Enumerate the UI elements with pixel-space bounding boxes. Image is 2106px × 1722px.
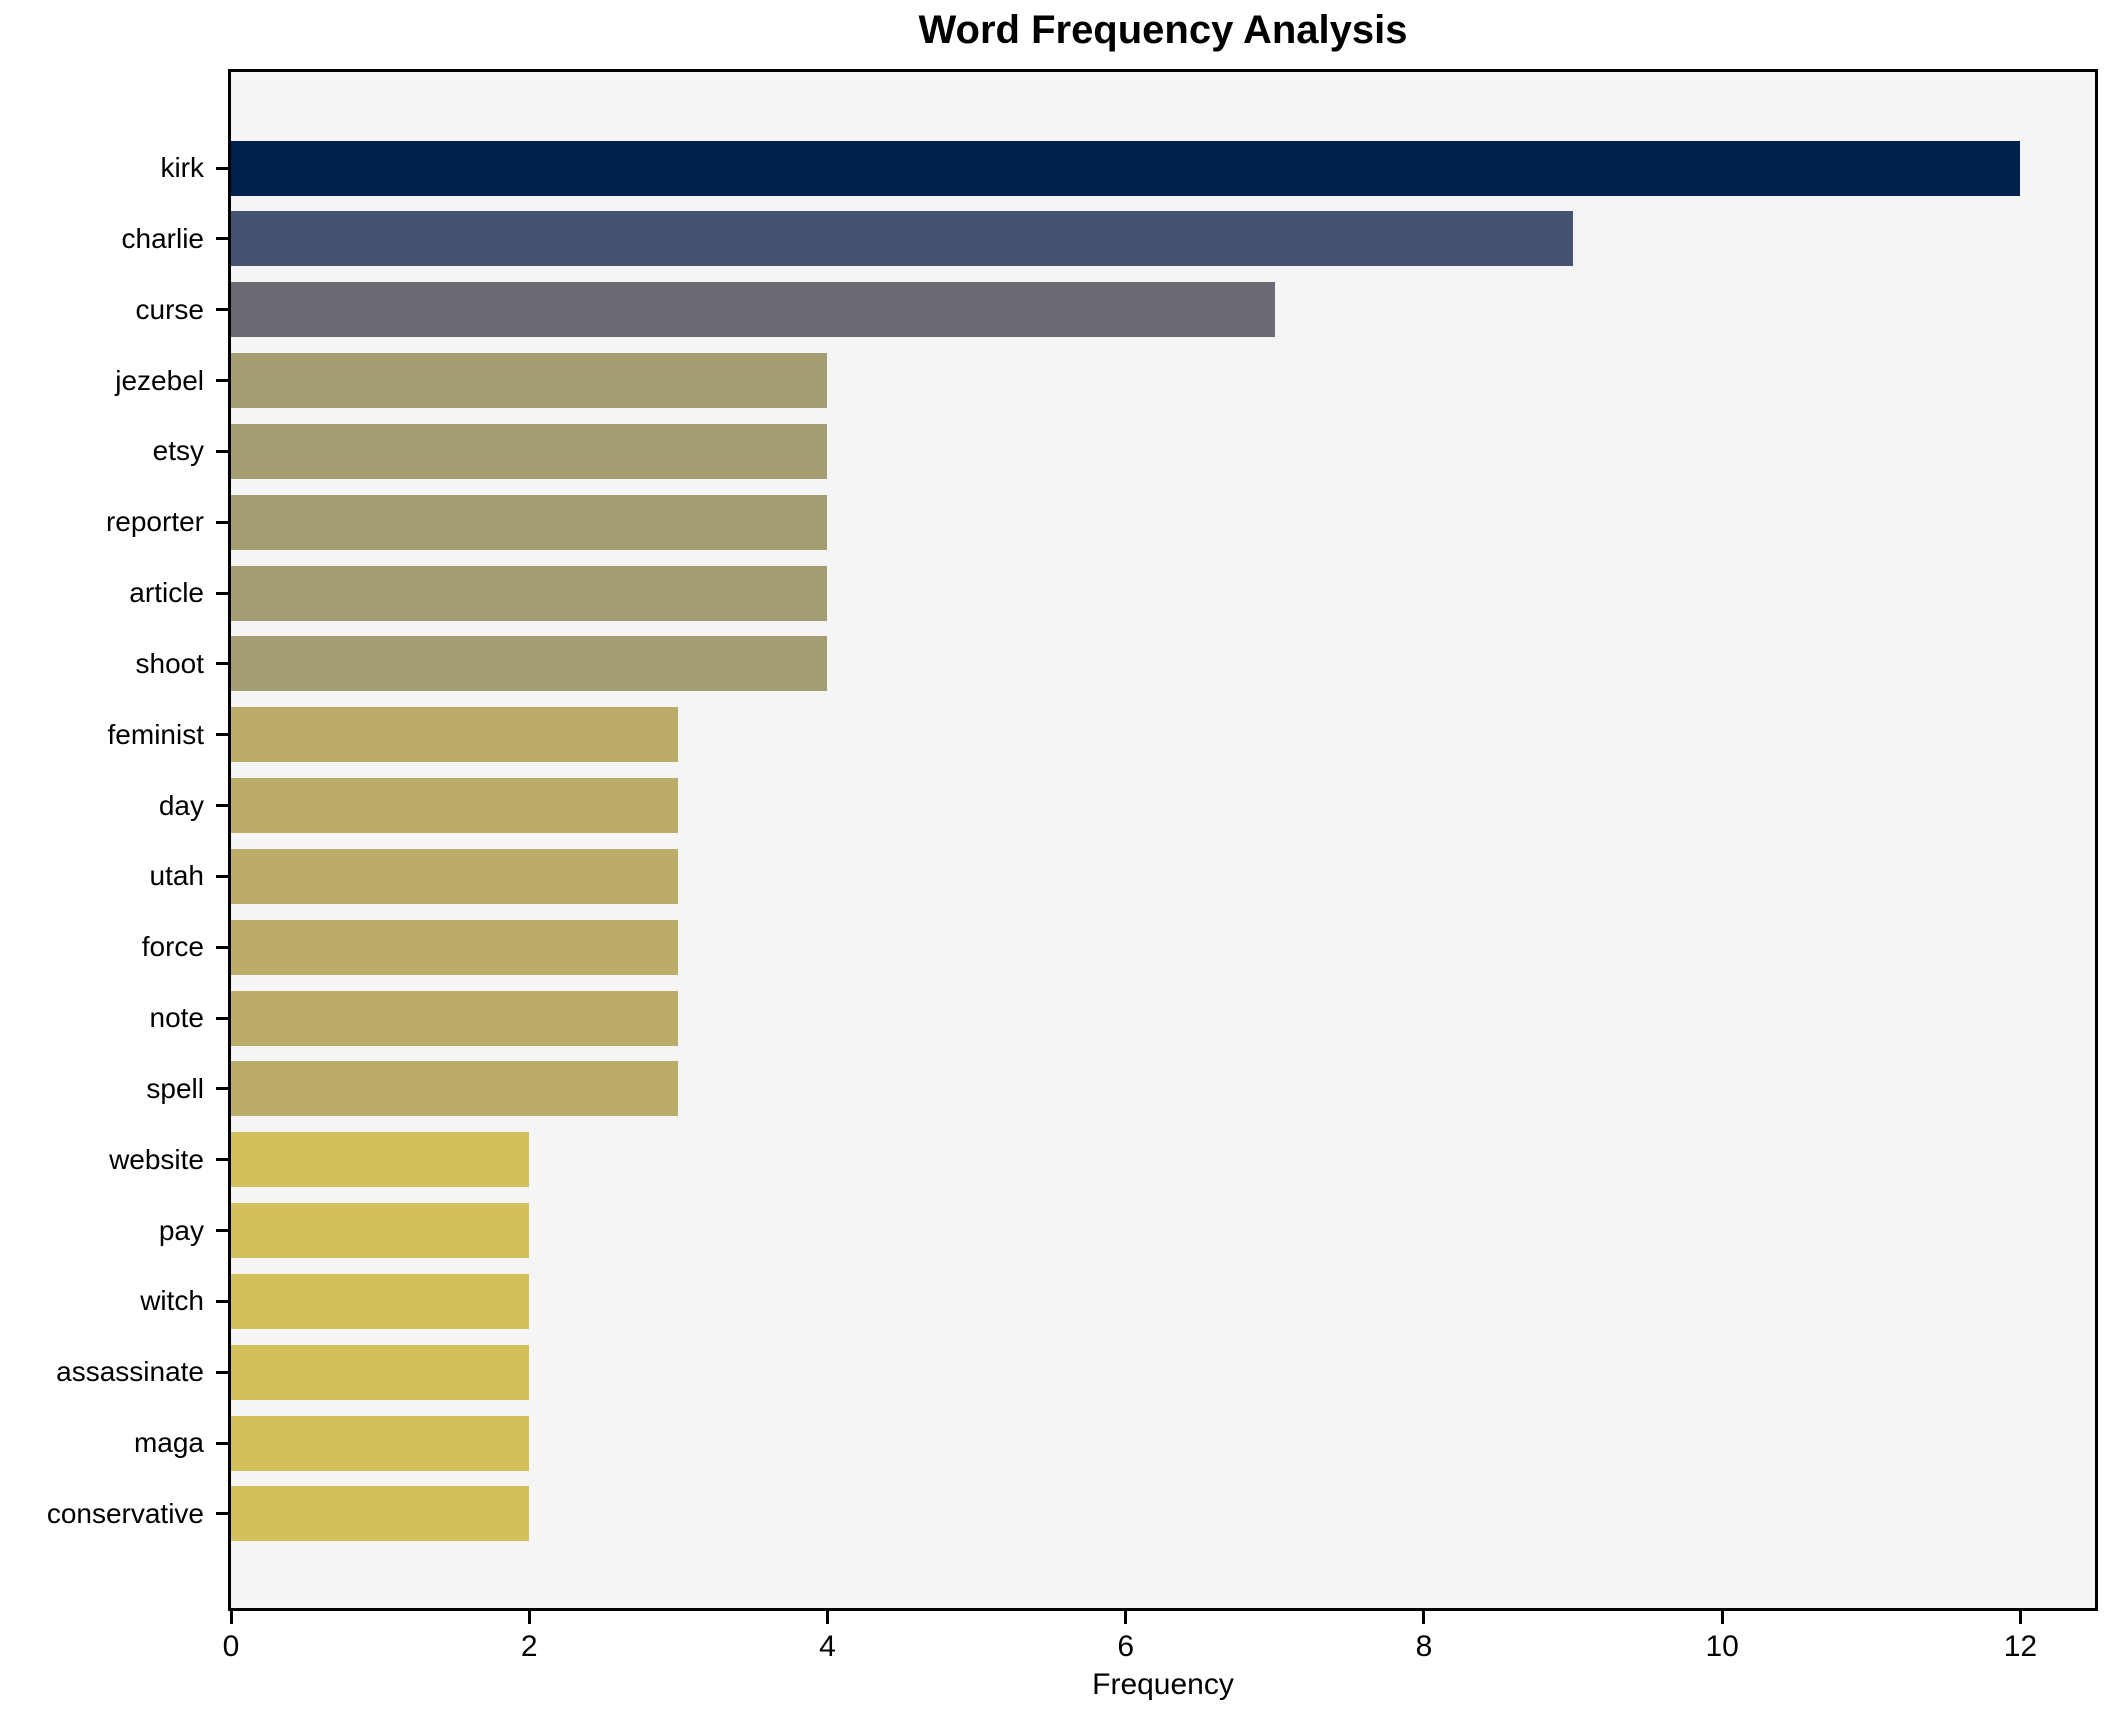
y-tick-mark xyxy=(216,308,228,312)
y-tick-label-maga: maga xyxy=(133,1427,204,1459)
x-tick-mark xyxy=(1422,1611,1426,1624)
bar-utah xyxy=(231,848,679,904)
x-tick-label-4: 4 xyxy=(819,1630,836,1663)
bar-charlie xyxy=(231,211,1574,267)
y-tick-mark xyxy=(216,1087,228,1091)
y-tick-label-day: day xyxy=(158,789,204,821)
y-tick-label-article: article xyxy=(129,577,204,609)
y-tick-mark xyxy=(216,1512,228,1516)
y-tick-label-spell: spell xyxy=(146,1072,204,1104)
y-tick-mark xyxy=(216,1441,228,1445)
y-tick-label-witch: witch xyxy=(140,1285,204,1317)
y-tick-mark xyxy=(216,945,228,949)
y-tick-mark xyxy=(216,1370,228,1374)
x-tick-mark xyxy=(2018,1611,2022,1624)
y-tick-mark xyxy=(216,1299,228,1303)
bar-note xyxy=(231,990,679,1046)
y-tick-mark xyxy=(216,520,228,524)
bar-reporter xyxy=(231,494,828,550)
y-tick-label-assassinate: assassinate xyxy=(56,1356,204,1388)
bar-day xyxy=(231,778,679,834)
y-tick-mark xyxy=(216,379,228,383)
y-tick-mark xyxy=(216,733,228,737)
bar-jezebel xyxy=(231,353,828,409)
y-tick-label-jezebel: jezebel xyxy=(115,364,204,396)
y-tick-label-note: note xyxy=(149,1002,205,1034)
y-tick-label-curse: curse xyxy=(135,293,204,325)
bar-pay xyxy=(231,1203,530,1259)
bar-conservative xyxy=(231,1486,530,1542)
y-tick-mark xyxy=(216,662,228,666)
y-tick-mark xyxy=(216,804,228,808)
bar-curse xyxy=(231,282,1275,338)
bar-shoot xyxy=(231,636,828,692)
x-tick-mark xyxy=(1720,1611,1724,1624)
y-tick-label-conservative: conservative xyxy=(46,1497,204,1529)
y-tick-label-charlie: charlie xyxy=(121,222,204,254)
bar-assassinate xyxy=(231,1344,530,1400)
y-tick-mark xyxy=(216,237,228,241)
x-tick-label-6: 6 xyxy=(1117,1630,1135,1663)
x-tick-label-10: 10 xyxy=(1705,1630,1739,1663)
bar-spell xyxy=(231,1061,679,1117)
x-tick-mark xyxy=(1124,1611,1128,1624)
chart-title: Word Frequency Analysis xyxy=(918,8,1408,52)
y-tick-label-feminist: feminist xyxy=(107,718,204,750)
bar-witch xyxy=(231,1273,530,1329)
x-tick-label-8: 8 xyxy=(1415,1630,1433,1663)
x-tick-mark xyxy=(527,1611,531,1624)
y-tick-mark xyxy=(216,1229,228,1233)
bar-etsy xyxy=(231,423,828,479)
bar-website xyxy=(231,1132,530,1188)
bar-kirk xyxy=(231,140,2021,196)
bar-maga xyxy=(231,1415,530,1471)
y-tick-label-utah: utah xyxy=(149,860,205,892)
y-tick-label-pay: pay xyxy=(158,1214,204,1246)
y-tick-label-etsy: etsy xyxy=(152,435,204,467)
y-tick-label-kirk: kirk xyxy=(160,152,204,183)
x-tick-label-2: 2 xyxy=(520,1630,538,1663)
y-tick-mark xyxy=(216,166,228,170)
x-axis-label: Frequency xyxy=(1092,1668,1234,1701)
y-tick-label-website: website xyxy=(109,1143,204,1175)
x-tick-mark xyxy=(825,1611,829,1624)
y-tick-mark xyxy=(216,591,228,595)
y-tick-label-force: force xyxy=(141,931,204,963)
y-tick-mark xyxy=(216,449,228,453)
y-tick-mark xyxy=(216,1158,228,1162)
y-tick-mark xyxy=(216,1016,228,1020)
bar-article xyxy=(231,565,828,621)
y-tick-label-reporter: reporter xyxy=(105,506,204,538)
y-tick-mark xyxy=(216,874,228,878)
bar-feminist xyxy=(231,707,679,763)
bar-force xyxy=(231,919,679,975)
x-tick-mark xyxy=(229,1611,233,1624)
x-tick-label-0: 0 xyxy=(222,1630,240,1663)
plot-area xyxy=(228,69,2098,1611)
y-tick-label-shoot: shoot xyxy=(135,647,205,679)
x-tick-label-12: 12 xyxy=(2003,1630,2038,1663)
